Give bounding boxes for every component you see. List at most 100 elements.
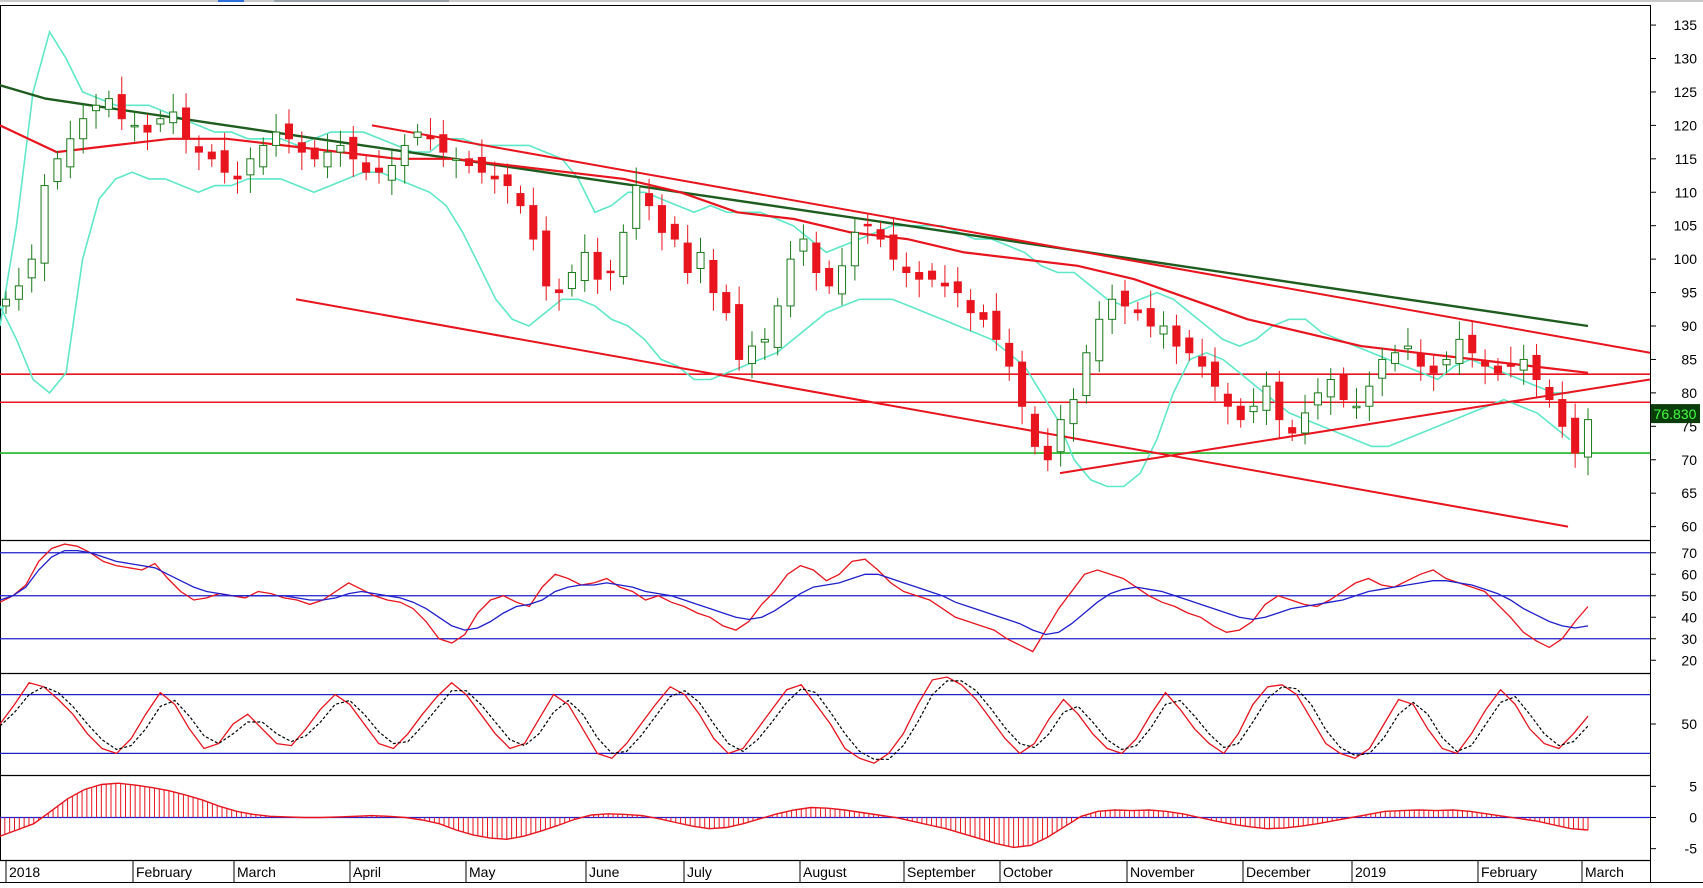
candle bbox=[400, 134, 409, 184]
candle-body bbox=[670, 223, 679, 240]
candle bbox=[1210, 347, 1220, 401]
candle bbox=[567, 264, 576, 297]
candle-body bbox=[1352, 405, 1361, 409]
candle bbox=[66, 120, 75, 179]
candle-body bbox=[786, 258, 795, 307]
price-axis-tick-label: 115 bbox=[1675, 151, 1698, 167]
candle bbox=[297, 131, 306, 171]
rsi-axis-tick-label: 70 bbox=[1681, 545, 1697, 561]
candle-body bbox=[1275, 381, 1284, 421]
candle-body bbox=[1365, 385, 1374, 407]
candle-body bbox=[1108, 298, 1117, 320]
candle-body bbox=[1416, 353, 1425, 367]
candle bbox=[542, 216, 551, 301]
candle-body bbox=[79, 118, 88, 140]
candle bbox=[1095, 301, 1104, 373]
candle-body bbox=[233, 175, 242, 180]
stochastic-pane bbox=[0, 676, 1650, 764]
candle bbox=[1403, 328, 1412, 361]
candle-body bbox=[1159, 325, 1168, 335]
candle-body bbox=[1056, 419, 1065, 453]
candle-body bbox=[400, 144, 409, 166]
candle-body bbox=[490, 175, 499, 180]
date-axis-label: 2019 bbox=[1355, 864, 1386, 880]
price-axis-tick-label: 130 bbox=[1674, 51, 1698, 67]
candle-body bbox=[1095, 318, 1104, 362]
price-axis-tick-label: 100 bbox=[1674, 251, 1698, 267]
stochastic-k-line bbox=[0, 676, 1589, 764]
candle-body bbox=[632, 185, 641, 229]
candle bbox=[220, 132, 229, 184]
toolbar-tab-highlight[interactable] bbox=[218, 0, 244, 2]
candle bbox=[773, 297, 782, 356]
candle bbox=[194, 135, 203, 171]
candle-body bbox=[1545, 387, 1554, 401]
candle bbox=[79, 103, 88, 154]
candle-body bbox=[503, 174, 512, 187]
date-axis-label: September bbox=[907, 864, 976, 880]
candle-body bbox=[555, 289, 564, 294]
bollinger-upper-line bbox=[0, 29, 1570, 394]
price-axis-tick-label: 120 bbox=[1674, 117, 1698, 133]
candle-body bbox=[207, 151, 216, 160]
candle-body bbox=[1442, 358, 1451, 366]
candle bbox=[477, 139, 486, 184]
candle-body bbox=[992, 310, 1001, 340]
candle bbox=[1339, 367, 1348, 408]
candle bbox=[1301, 394, 1310, 445]
toolbar-field[interactable] bbox=[274, 0, 449, 2]
price-axis-tick-label: 135 bbox=[1674, 17, 1698, 33]
candle bbox=[91, 93, 101, 129]
candle bbox=[863, 212, 872, 244]
candle-body bbox=[1120, 290, 1130, 307]
date-axis-label: February bbox=[136, 864, 192, 880]
candle-body bbox=[182, 107, 191, 140]
candle-body bbox=[1519, 358, 1528, 371]
candle bbox=[1442, 351, 1451, 373]
date-axis-label: December bbox=[1246, 864, 1311, 880]
bollinger-lower-line bbox=[0, 171, 1571, 488]
candle bbox=[1005, 328, 1014, 381]
rsi-axis-tick-label: 50 bbox=[1681, 588, 1697, 604]
candle bbox=[284, 109, 293, 154]
candle bbox=[27, 244, 36, 293]
candle bbox=[760, 328, 769, 361]
candle bbox=[464, 150, 474, 174]
candle-body bbox=[387, 165, 396, 181]
candle-body bbox=[1043, 445, 1052, 461]
candle-body bbox=[14, 285, 23, 300]
candle bbox=[915, 261, 924, 298]
rsi-axis-tick-label: 40 bbox=[1681, 609, 1697, 625]
candle-body bbox=[1506, 364, 1515, 367]
candle bbox=[992, 293, 1001, 351]
price-axis-tick-label: 110 bbox=[1675, 184, 1698, 200]
date-axis-label: July bbox=[687, 864, 712, 880]
candle-body bbox=[1223, 393, 1232, 407]
macd-axis-tick-label: 0 bbox=[1689, 810, 1697, 826]
candle bbox=[1043, 428, 1052, 472]
candle bbox=[876, 221, 885, 248]
candle-body bbox=[1030, 413, 1039, 447]
candle-body bbox=[1378, 358, 1387, 379]
candle bbox=[1532, 344, 1541, 398]
candle-body bbox=[940, 282, 949, 287]
candle bbox=[735, 286, 744, 371]
candle bbox=[143, 114, 152, 151]
candle bbox=[53, 150, 62, 190]
candle-body bbox=[953, 281, 962, 294]
candle-body bbox=[130, 124, 139, 128]
candle bbox=[657, 194, 666, 251]
candle-body bbox=[1571, 417, 1580, 454]
candle bbox=[310, 140, 319, 167]
candle bbox=[1185, 330, 1194, 361]
candle-body bbox=[1005, 342, 1014, 367]
candle-body bbox=[747, 345, 757, 364]
candle-body bbox=[91, 104, 101, 112]
macd-line bbox=[0, 782, 1589, 849]
candle-body bbox=[40, 185, 49, 264]
candle bbox=[439, 120, 448, 167]
date-axis-label: 2018 bbox=[9, 864, 40, 880]
candle-body bbox=[928, 270, 937, 280]
candle bbox=[1159, 311, 1168, 349]
